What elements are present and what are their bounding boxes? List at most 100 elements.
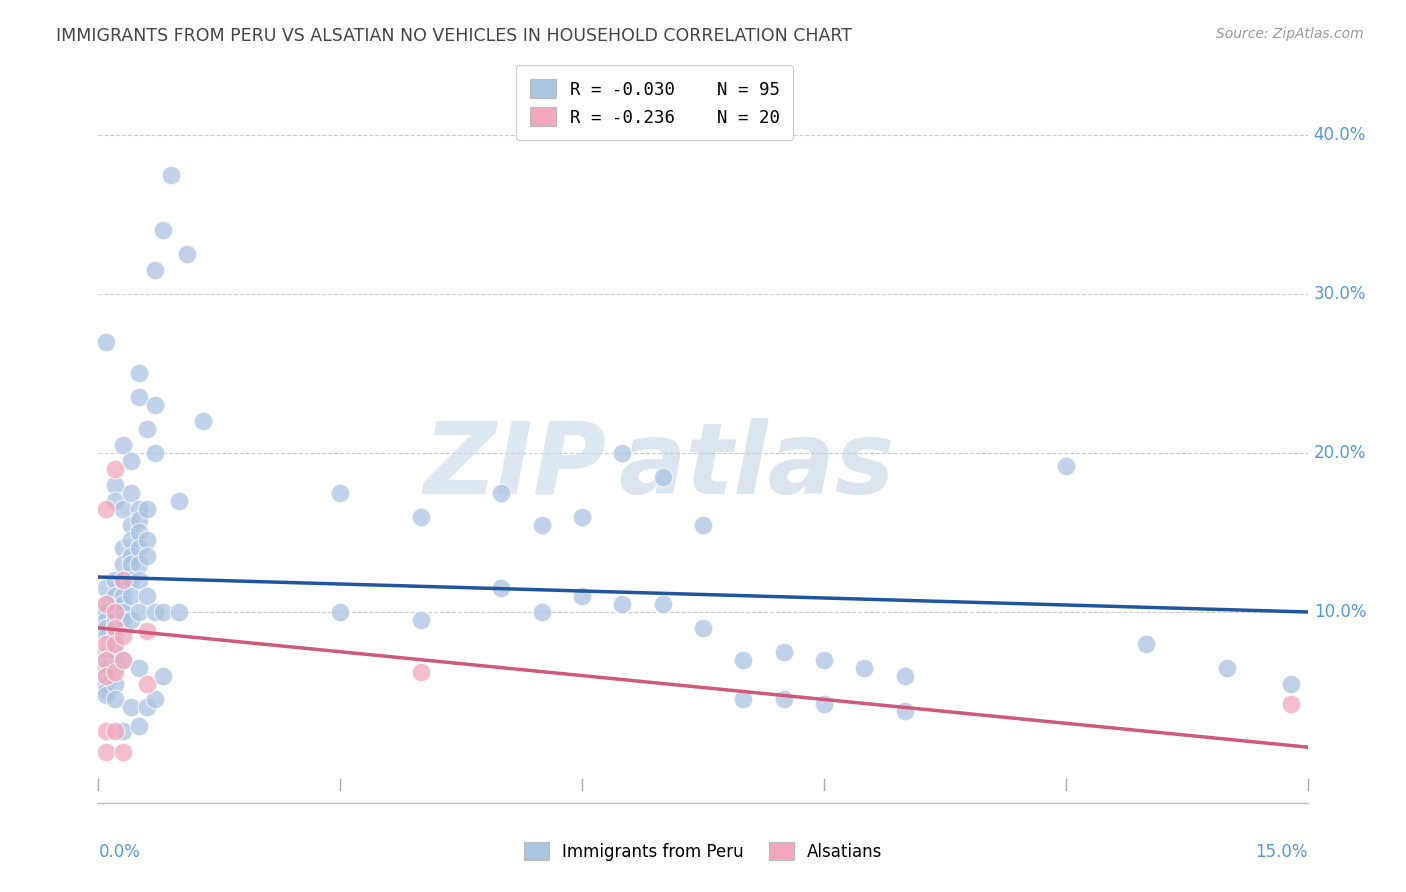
Point	[813, 653, 835, 667]
Point	[135, 676, 157, 690]
Text: IMMIGRANTS FROM PERU VS ALSATIAN NO VEHICLES IN HOUSEHOLD CORRELATION CHART: IMMIGRANTS FROM PERU VS ALSATIAN NO VEHI…	[56, 27, 852, 45]
Point	[111, 541, 134, 556]
Point	[96, 581, 118, 595]
Point	[1135, 637, 1157, 651]
Text: atlas: atlas	[619, 417, 894, 515]
Point	[103, 605, 125, 619]
Point	[120, 485, 142, 500]
Point	[96, 605, 118, 619]
Point	[135, 700, 157, 714]
Point	[96, 334, 118, 349]
Point	[111, 589, 134, 603]
Point	[120, 589, 142, 603]
Point	[111, 573, 134, 587]
Point	[135, 422, 157, 436]
Point	[143, 605, 166, 619]
Point	[103, 621, 125, 635]
Point	[128, 660, 150, 674]
Point	[1054, 458, 1077, 473]
Text: Source: ZipAtlas.com: Source: ZipAtlas.com	[1216, 27, 1364, 41]
Point	[772, 692, 794, 706]
Point	[571, 589, 593, 603]
Point	[96, 597, 118, 611]
Point	[96, 724, 118, 739]
Point	[120, 454, 142, 468]
Point	[103, 493, 125, 508]
Point	[103, 629, 125, 643]
Point	[96, 660, 118, 674]
Point	[103, 637, 125, 651]
Point	[96, 629, 118, 643]
Point	[96, 597, 118, 611]
Text: 0.0%: 0.0%	[98, 843, 141, 861]
Point	[692, 517, 714, 532]
Point	[103, 605, 125, 619]
Point	[103, 573, 125, 587]
Point	[152, 605, 174, 619]
Point	[128, 573, 150, 587]
Point	[96, 668, 118, 682]
Point	[409, 665, 432, 680]
Point	[103, 665, 125, 680]
Point	[733, 653, 755, 667]
Point	[1281, 697, 1303, 711]
Point	[111, 653, 134, 667]
Point	[120, 533, 142, 548]
Point	[128, 501, 150, 516]
Point	[111, 438, 134, 452]
Point	[530, 605, 553, 619]
Point	[120, 549, 142, 564]
Point	[893, 668, 915, 682]
Point	[143, 263, 166, 277]
Point	[651, 470, 673, 484]
Point	[111, 724, 134, 739]
Text: 10.0%: 10.0%	[1313, 603, 1367, 621]
Point	[128, 513, 150, 527]
Point	[143, 692, 166, 706]
Point	[103, 645, 125, 659]
Point	[530, 517, 553, 532]
Point	[128, 525, 150, 540]
Point	[103, 724, 125, 739]
Point	[612, 597, 634, 611]
Point	[96, 645, 118, 659]
Point	[135, 533, 157, 548]
Point	[152, 668, 174, 682]
Point	[111, 613, 134, 627]
Point	[135, 589, 157, 603]
Point	[120, 613, 142, 627]
Point	[128, 541, 150, 556]
Point	[103, 660, 125, 674]
Point	[1216, 660, 1239, 674]
Point	[128, 390, 150, 404]
Point	[96, 745, 118, 759]
Point	[176, 247, 198, 261]
Point	[96, 668, 118, 682]
Point	[692, 621, 714, 635]
Text: ZIP: ZIP	[423, 417, 606, 515]
Point	[128, 558, 150, 572]
Point	[111, 653, 134, 667]
Point	[96, 653, 118, 667]
Point	[143, 446, 166, 460]
Point	[111, 558, 134, 572]
Text: 15.0%: 15.0%	[1256, 843, 1308, 861]
Text: 20.0%: 20.0%	[1313, 444, 1367, 462]
Point	[111, 745, 134, 759]
Point	[491, 581, 513, 595]
Point	[96, 613, 118, 627]
Point	[135, 549, 157, 564]
Point	[152, 223, 174, 237]
Point	[893, 704, 915, 718]
Point	[571, 509, 593, 524]
Point	[96, 621, 118, 635]
Point	[329, 485, 352, 500]
Point	[329, 605, 352, 619]
Point	[103, 621, 125, 635]
Point	[96, 688, 118, 702]
Point	[128, 719, 150, 733]
Point	[96, 676, 118, 690]
Point	[103, 477, 125, 491]
Point	[111, 501, 134, 516]
Point	[103, 692, 125, 706]
